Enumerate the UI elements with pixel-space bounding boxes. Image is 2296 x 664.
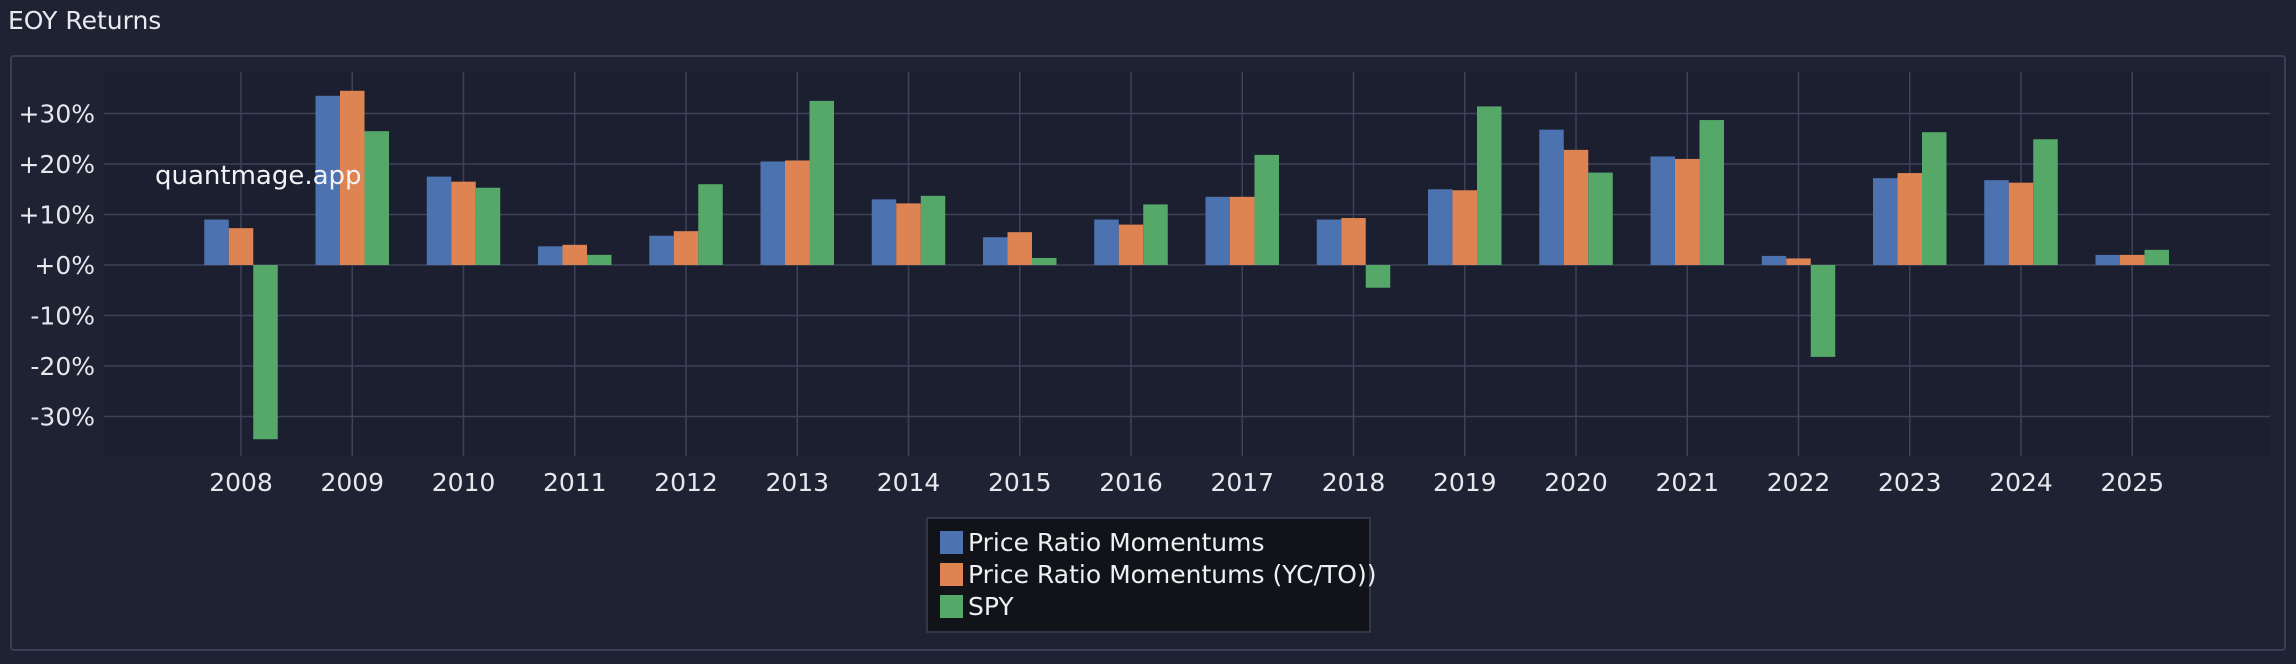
legend-label: SPY — [968, 592, 1014, 621]
bar — [426, 176, 452, 265]
bar — [1143, 204, 1168, 265]
bar — [1452, 190, 1477, 265]
bar — [315, 95, 340, 265]
x-tick-label: 2018 — [1322, 468, 1386, 497]
legend: Price Ratio Momentums Price Ratio Momentu… — [926, 517, 1376, 633]
bar — [2033, 139, 2058, 265]
chart-title: EOY Returns — [8, 6, 162, 35]
bar — [1365, 265, 1391, 288]
bar — [538, 246, 563, 265]
x-tick-label: 2022 — [1767, 468, 1831, 497]
bar — [253, 265, 278, 440]
y-tick-label: +0% — [34, 251, 95, 280]
x-tick-label: 2014 — [877, 468, 941, 497]
bar — [760, 161, 785, 265]
bars — [204, 90, 2169, 440]
bar — [1761, 255, 1787, 265]
x-axis-ticks: 2008 2009 2010 2011 2012 2013 2014 2015 2016 2017… — [209, 468, 2164, 497]
bar — [451, 181, 476, 265]
legend-label: Price Ratio Momentums (YC/TO)) — [968, 560, 1376, 589]
bar — [204, 219, 229, 265]
legend-swatch — [940, 563, 963, 586]
bar — [1205, 196, 1230, 265]
x-tick-label: 2025 — [2100, 468, 2164, 497]
x-tick-label: 2012 — [654, 468, 718, 497]
bar — [562, 244, 587, 265]
bar — [1539, 129, 1564, 265]
x-tick-label: 2016 — [1099, 468, 1163, 497]
bar — [1873, 178, 1898, 265]
bar — [1007, 232, 1032, 265]
legend-box — [926, 517, 1371, 633]
bar — [340, 90, 365, 266]
bar — [1810, 265, 1836, 357]
legend-swatch — [940, 595, 963, 618]
bar — [1316, 219, 1342, 265]
bar — [1650, 156, 1675, 265]
watermark: quantmage.app — [155, 161, 362, 191]
legend-swatch — [940, 531, 963, 554]
bar — [983, 237, 1008, 265]
bar — [1563, 149, 1589, 265]
chart-panel — [10, 55, 2286, 651]
bar — [785, 160, 810, 265]
legend-label: Price Ratio Momentums — [968, 528, 1265, 557]
x-tick-label: 2009 — [320, 468, 384, 497]
bar — [1786, 258, 1811, 265]
bar — [1897, 173, 1922, 265]
bar — [673, 231, 699, 265]
bar — [698, 184, 723, 265]
x-tick-label: 2023 — [1878, 468, 1942, 497]
bar — [1254, 154, 1279, 265]
bar — [896, 203, 921, 265]
bar — [1477, 106, 1502, 266]
bar — [475, 187, 501, 265]
bar — [1428, 189, 1453, 265]
bar — [1699, 120, 1724, 265]
bar — [2008, 182, 2034, 265]
bar — [920, 195, 946, 265]
y-tick-label: -20% — [30, 352, 95, 381]
bar — [228, 228, 254, 265]
bar — [1230, 196, 1255, 265]
x-tick-label: 2017 — [1210, 468, 1274, 497]
y-tick-label: -10% — [30, 302, 95, 331]
x-tick-label: 2019 — [1433, 468, 1497, 497]
x-tick-label: 2015 — [988, 468, 1052, 497]
y-tick-label: -30% — [30, 403, 95, 432]
bar — [2144, 249, 2169, 265]
bar — [1984, 180, 2009, 265]
y-tick-label: +30% — [18, 100, 95, 129]
bar — [1094, 219, 1119, 265]
x-tick-label: 2020 — [1544, 468, 1608, 497]
y-tick-label: +10% — [18, 201, 95, 230]
x-tick-label: 2010 — [432, 468, 496, 497]
bar — [2120, 254, 2145, 265]
bar — [2095, 254, 2120, 265]
bar — [587, 254, 612, 265]
bar — [871, 199, 897, 265]
bar — [1341, 218, 1366, 265]
y-tick-label: +20% — [18, 150, 95, 179]
y-axis-ticks: -30% -20% -10% +0% +10% +20% +30% — [18, 100, 95, 432]
x-tick-label: 2013 — [765, 468, 829, 497]
bar — [809, 100, 834, 265]
x-tick-label: 2011 — [543, 468, 607, 497]
bar — [1675, 158, 1700, 265]
bar — [649, 235, 674, 265]
bar — [1588, 172, 1613, 265]
x-tick-label: 2024 — [1989, 468, 2053, 497]
bar — [1032, 257, 1057, 265]
bar — [364, 131, 389, 265]
x-tick-label: 2021 — [1655, 468, 1719, 497]
bar — [1922, 132, 1947, 265]
x-tick-label: 2008 — [209, 468, 273, 497]
bar — [1118, 224, 1144, 265]
